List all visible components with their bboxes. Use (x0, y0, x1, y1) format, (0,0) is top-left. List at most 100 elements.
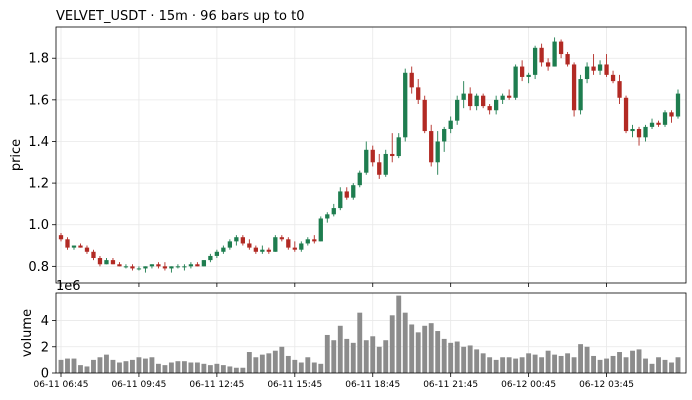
candle-up (597, 60, 603, 75)
candle-body (649, 122, 655, 127)
price-tick-label: 1.0 (28, 218, 49, 233)
chart-title: VELVET_USDT · 15m · 96 bars up to t0 (56, 9, 305, 24)
candle-down (636, 126, 642, 146)
candle-body (545, 62, 551, 67)
volume-bar (259, 354, 265, 373)
price-axis-label: price (9, 139, 24, 171)
candle-up (578, 74, 583, 115)
candle-up (169, 266, 174, 273)
candle-up (662, 110, 668, 127)
candle-body (597, 64, 603, 71)
candle-up (364, 141, 369, 175)
candle-body (390, 153, 395, 157)
candle-up (396, 133, 401, 159)
candle-down (623, 95, 629, 134)
volume-bar (357, 312, 363, 373)
candle-body (409, 72, 414, 88)
candle-body (474, 95, 479, 107)
candle-up (643, 124, 648, 142)
volume-bar (240, 367, 246, 373)
candle-down (416, 79, 421, 105)
candle-up (299, 241, 304, 252)
candle-down (240, 235, 245, 246)
candle-down (78, 243, 83, 248)
candle-up (214, 249, 220, 259)
price-tick-label: 1.4 (28, 135, 49, 150)
volume-bar (337, 325, 343, 373)
candle-up (318, 216, 323, 242)
volume-bar (175, 361, 181, 373)
volume-bar (155, 363, 161, 373)
candle-down (481, 93, 486, 109)
time-axis-ticks: 06-11 06:45 06-11 09:45 06-11 12:45 06-11 1… (34, 283, 634, 390)
candle-body (416, 87, 421, 100)
candle-up (71, 245, 77, 250)
candle-down (429, 124, 434, 167)
volume-bar (480, 353, 486, 373)
price-gridlines (56, 27, 686, 283)
volume-bar (435, 331, 441, 373)
time-tick-label: 06-11 09:45 (111, 380, 166, 390)
volume-bar (149, 357, 155, 373)
candle-up (325, 212, 330, 223)
candle-body (662, 112, 668, 125)
volume-bar (324, 334, 330, 373)
volume-bar (318, 363, 324, 373)
candle-body (58, 235, 64, 240)
volume-bar (344, 338, 350, 373)
candle-body (532, 47, 538, 75)
price-tick-label: 1.6 (28, 93, 49, 108)
candle-body (442, 128, 447, 142)
volume-bar (298, 362, 304, 373)
time-tick-label: 06-11 12:45 (189, 380, 244, 390)
candle-body (656, 122, 661, 125)
candle-body (519, 66, 525, 77)
candle-body (175, 266, 181, 268)
candle-down (370, 145, 375, 167)
candle-body (448, 120, 453, 129)
volume-plot-frame (55, 292, 687, 374)
price-plot-frame (55, 26, 687, 284)
volume-bar (389, 315, 395, 373)
candle-down (130, 264, 135, 271)
candle-body (123, 266, 129, 268)
candle-body (565, 54, 570, 65)
candle-up (513, 64, 518, 100)
candle-down (279, 235, 284, 242)
volume-bar (130, 359, 135, 373)
candle-up (260, 245, 265, 254)
candle-body (468, 93, 473, 107)
volume-bar (227, 366, 233, 373)
candle-down (558, 39, 564, 59)
candle-down (344, 187, 349, 200)
candle-down (422, 95, 427, 134)
candle-body (604, 64, 609, 75)
candle-body (344, 191, 349, 198)
volume-bar (58, 359, 64, 373)
price-tick-label: 1.2 (28, 177, 49, 192)
candle-up (273, 235, 278, 252)
time-tick-label: 06-11 15:45 (267, 380, 322, 390)
volume-bar (467, 345, 473, 373)
candle-body (364, 149, 369, 173)
candle-down (669, 110, 674, 123)
candle-body (104, 260, 109, 265)
candle-body (195, 264, 200, 267)
candle-down (377, 153, 382, 179)
volume-bar (311, 362, 317, 373)
candle-down (58, 233, 64, 242)
candle-up (584, 62, 590, 84)
volume-scale-label: 1e6 (56, 279, 81, 294)
volume-bar (636, 349, 642, 373)
candle-up (630, 124, 635, 138)
candle-down (91, 249, 96, 261)
volume-bar (162, 365, 168, 373)
candle-body (182, 266, 187, 268)
candle-up (201, 260, 207, 267)
volume-bar (669, 362, 674, 373)
time-tick-label: 06-11 21:45 (423, 380, 478, 390)
candle-down (286, 237, 291, 250)
volume-bar (305, 357, 311, 373)
volume-bar (630, 350, 635, 373)
